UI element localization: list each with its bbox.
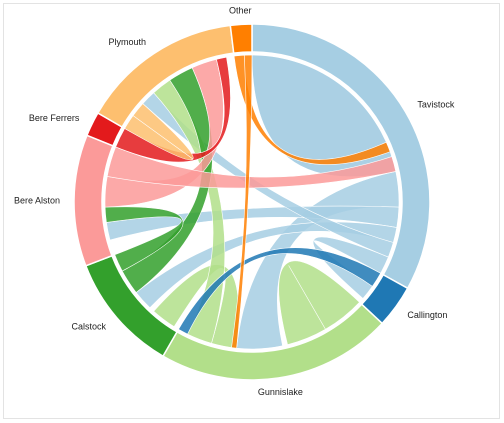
label-tavistock: Tavistock	[417, 100, 455, 110]
chord-diagram: Tavistock Callington Gunnislake Calstock Ber…	[14, 5, 455, 397]
label-other: Other	[229, 5, 252, 15]
labels-layer: Tavistock Callington Gunnislake Calstock Ber…	[14, 5, 455, 397]
arc-other[interactable]	[229, 23, 253, 54]
label-bere-ferrers: Bere Ferrers	[29, 113, 80, 123]
arcs-layer	[73, 23, 431, 381]
label-calstock: Calstock	[71, 322, 106, 332]
label-plymouth: Plymouth	[108, 37, 146, 47]
ribbon-gunnislake-to-gunnislake[interactable]	[278, 260, 360, 345]
ribbon-tavistock-to-bere-alston[interactable]	[106, 205, 400, 241]
label-bere-alston: Bere Alston	[14, 195, 60, 205]
ribbons-layer	[104, 54, 400, 350]
label-callington: Callington	[407, 310, 447, 320]
chart-frame: Tavistock Callington Gunnislake Calstock Ber…	[3, 3, 500, 419]
ribbon-calstock-to-bere-alston[interactable]	[104, 206, 184, 272]
ribbon-other-to-gunnislake[interactable]	[231, 54, 253, 349]
ribbon-plymouth-to-plymouth[interactable]	[124, 103, 194, 161]
ribbon-callington-to-gunnislake[interactable]	[178, 247, 381, 335]
label-gunnislake: Gunnislake	[258, 387, 303, 397]
